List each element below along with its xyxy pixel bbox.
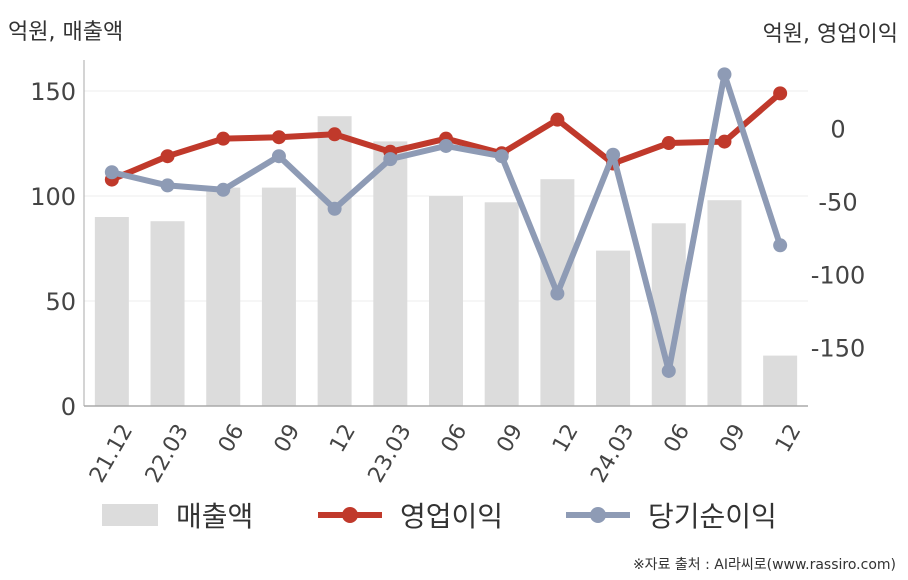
legend-item-operating-profit: 영업이익 — [318, 490, 503, 540]
left-tick-label: 0 — [61, 393, 76, 421]
legend-label-operating-profit: 영업이익 — [400, 500, 504, 533]
revenue-bar — [429, 196, 463, 406]
right-tick-label: -50 — [818, 188, 857, 216]
x-tick-label: 09 — [715, 420, 751, 457]
net-income-point — [327, 201, 342, 216]
operating-profit-point — [271, 130, 286, 145]
right-tick-label: -100 — [811, 262, 865, 290]
net-income-point — [160, 178, 175, 193]
net-income-point — [717, 67, 732, 82]
legend-swatch-net-income — [566, 504, 630, 526]
revenue-bar — [707, 200, 742, 406]
right-axis-title: 억원, 영업이익 — [762, 22, 898, 47]
legend: 매출액 영업이익 당기순이익 — [0, 490, 908, 540]
net-income-point — [606, 147, 621, 162]
profit-lines — [104, 67, 788, 378]
operating-profit-point — [773, 86, 788, 101]
x-tick-label: 12 — [325, 420, 361, 457]
operating-profit-point — [661, 136, 676, 151]
x-tick-label: 21.12 — [85, 420, 138, 487]
net-income-point — [773, 238, 788, 253]
legend-swatch-operating-profit — [318, 504, 382, 526]
left-tick-label: 150 — [30, 78, 76, 106]
x-tick-label: 22.03 — [141, 420, 194, 487]
x-tick-label: 06 — [437, 420, 473, 457]
revenue-bar — [94, 217, 129, 406]
legend-item-net-income: 당기순이익 — [566, 490, 777, 540]
x-tick-label: 12 — [548, 420, 584, 457]
operating-profit-point — [327, 127, 342, 142]
net-income-point — [494, 149, 509, 164]
revenue-bar — [206, 187, 241, 406]
revenue-bar — [317, 116, 352, 406]
operating-profit-point — [160, 149, 175, 164]
net-income-point — [439, 138, 453, 153]
left-tick-label: 50 — [45, 288, 76, 316]
x-tick-label: 06 — [659, 420, 695, 457]
revenue-bar — [484, 202, 519, 406]
x-tick-label: 09 — [270, 420, 306, 457]
net-income-point — [104, 165, 119, 180]
legend-label-net-income: 당기순이익 — [648, 500, 777, 533]
axes — [83, 60, 808, 407]
x-tick-label: 23.03 — [364, 420, 417, 487]
net-income-point — [383, 152, 398, 167]
right-tick-label: 0 — [830, 115, 845, 143]
source-note: ※자료 출처 : AI라씨로(www.rassiro.com) — [632, 557, 896, 573]
legend-label-revenue: 매출액 — [176, 500, 254, 533]
net-income-point — [216, 182, 231, 197]
net-income-point — [271, 149, 286, 164]
operating-profit-point — [550, 112, 565, 127]
legend-item-revenue: 매출액 — [102, 490, 253, 540]
revenue-bar — [373, 141, 408, 406]
revenue-bar — [150, 221, 185, 406]
revenue-bars — [94, 116, 798, 406]
x-tick-label: 09 — [492, 420, 528, 457]
revenue-bar — [261, 187, 296, 406]
revenue-bar — [763, 355, 798, 406]
x-tick-label: 12 — [771, 420, 807, 457]
revenue-bar — [596, 250, 631, 406]
operating-profit-point — [717, 134, 732, 149]
net-income-point — [661, 363, 676, 378]
x-tick-label: 24.03 — [586, 420, 639, 487]
legend-swatch-revenue — [102, 504, 158, 526]
operating-profit-point — [216, 131, 231, 146]
left-axis-title: 억원, 매출액 — [8, 20, 124, 45]
x-tick-label: 06 — [214, 420, 250, 457]
right-tick-label: -150 — [811, 335, 865, 363]
net-income-point — [550, 286, 565, 301]
left-tick-label: 100 — [30, 183, 76, 211]
